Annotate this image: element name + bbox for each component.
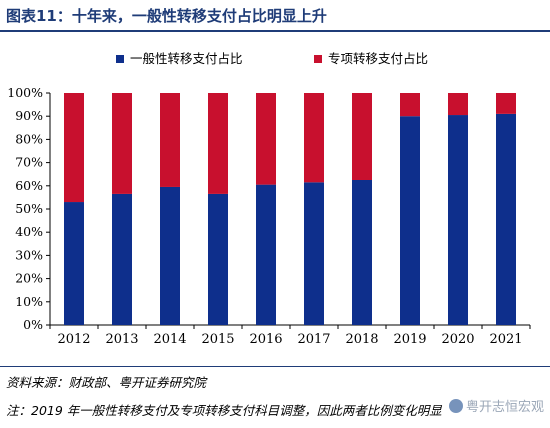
bar-general-2017 [304, 182, 324, 325]
y-tick-label: 40% [15, 224, 43, 239]
y-tick-label: 100% [7, 85, 43, 100]
bar-special-2015 [208, 93, 228, 194]
x-tick-label-2015: 2015 [201, 332, 234, 347]
figure-header: 图表11：十年来，一般性转移支付占比明显上升 [0, 0, 550, 32]
bar-special-2019 [400, 93, 420, 117]
x-tick-label-2021: 2021 [489, 332, 522, 347]
footer-divider [0, 366, 550, 367]
bar-general-2015 [208, 193, 228, 325]
bar-special-2021 [496, 93, 516, 114]
x-tick-label-2019: 2019 [393, 332, 426, 347]
y-tick-label: 90% [15, 108, 43, 123]
bar-special-2013 [112, 93, 132, 194]
watermark: 粤开志恒宏观 [448, 396, 544, 415]
x-tick-label-2012: 2012 [57, 332, 90, 347]
bar-general-2014 [160, 186, 180, 325]
bar-special-2020 [448, 93, 468, 116]
y-tick-label: 30% [15, 247, 43, 262]
stacked-bar-chart: 一般性转移支付占比 专项转移支付占比 0% 10% 20% 30% 40% 50% 60% 70%… [7, 51, 531, 347]
bar-special-2016 [256, 93, 276, 185]
x-tick-label-2014: 2014 [153, 332, 186, 347]
y-tick-label: 70% [15, 155, 43, 170]
x-tick-label-2018: 2018 [345, 332, 378, 347]
watermark-text: 粤开志恒宏观 [465, 400, 544, 415]
y-tick-label: 80% [15, 131, 43, 146]
note-text: 注：2019 年一般性转移支付及专项转移支付科目调整，因此两者比例变化明显 [6, 403, 442, 418]
source-text: 资料来源：财政部、粤开证券研究院 [6, 375, 207, 390]
bar-special-2017 [304, 93, 324, 183]
title-divider [0, 30, 550, 32]
legend-swatch-2 [314, 55, 322, 63]
x-tick-label-2016: 2016 [249, 332, 282, 347]
bar-general-2019 [400, 116, 420, 325]
y-tick-label: 20% [15, 271, 43, 286]
x-tick-label-2017: 2017 [297, 332, 330, 347]
bar-general-2012 [64, 202, 84, 325]
bar-special-2018 [352, 93, 372, 180]
watermark-logo-icon [448, 399, 463, 413]
legend-swatch-1 [116, 55, 124, 63]
bar-general-2020 [448, 115, 468, 325]
x-tick-label-2013: 2013 [105, 332, 138, 347]
x-tick-label-2020: 2020 [441, 332, 474, 347]
bar-general-2021 [496, 113, 516, 325]
bar-general-2016 [256, 184, 276, 325]
legend-label-1: 一般性转移支付占比 [130, 51, 243, 66]
y-tick-label: 60% [15, 178, 43, 193]
bar-general-2013 [112, 193, 132, 325]
legend-label-2: 专项转移支付占比 [328, 51, 428, 66]
y-tick-label: 10% [15, 294, 43, 309]
y-tick-label: 0% [23, 317, 43, 332]
bar-special-2014 [160, 93, 180, 187]
bar-special-2012 [64, 93, 84, 203]
figure-title: 图表11：十年来，一般性转移支付占比明显上升 [6, 7, 327, 25]
bar-general-2018 [352, 180, 372, 325]
y-tick-label: 50% [15, 201, 43, 216]
